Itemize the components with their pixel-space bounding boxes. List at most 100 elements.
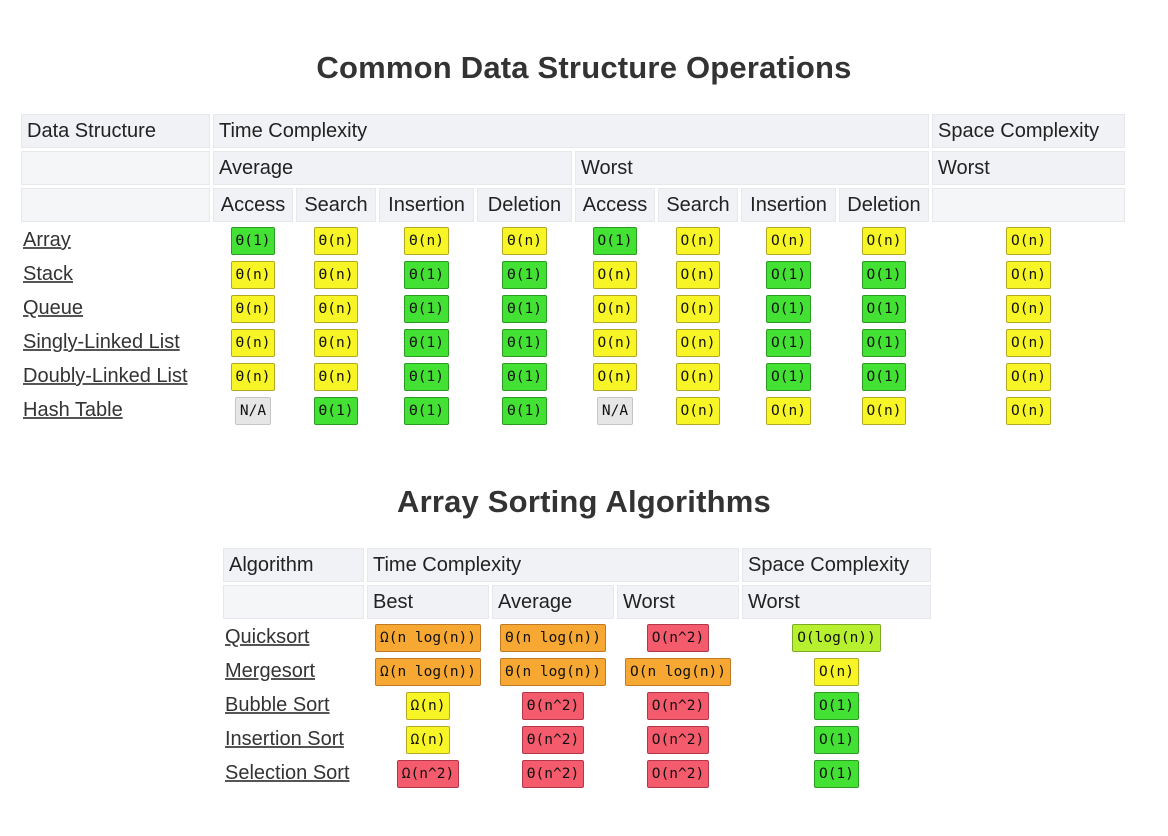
link-bubble-sort[interactable]: Bubble Sort (225, 694, 330, 716)
complexity-badge: O(1) (861, 260, 907, 289)
complexity-badge: O(1) (766, 328, 811, 357)
insertion-cell: O(n) (741, 225, 836, 256)
link-quicksort[interactable]: Quicksort (225, 626, 310, 648)
complexity-badge: O(n) (1006, 396, 1051, 425)
average-cell: Θ(n log(n)) (492, 656, 614, 687)
column-header-deletion: Deletion (477, 188, 572, 222)
insertion-cell: Θ(1) (379, 361, 474, 392)
column-header-insertion: Insertion (379, 188, 474, 222)
space-cell: O(n) (932, 259, 1125, 290)
header-data-structure: Data Structure (21, 114, 210, 148)
link-array[interactable]: Array (23, 229, 71, 251)
header-time-complexity: Time Complexity (367, 548, 739, 582)
table-row: Hash Table N/A Θ(1) Θ(1) Θ(1) N/A O(n) O(n) O(n)… (21, 395, 1125, 426)
link-selection-sort[interactable]: Selection Sort (225, 762, 350, 784)
complexity-badge: O(n) (675, 362, 721, 391)
link-mergesort[interactable]: Mergesort (225, 660, 316, 682)
link-queue[interactable]: Queue (23, 297, 84, 319)
complexity-badge: Θ(n) (313, 226, 359, 255)
complexity-badge: Θ(n^2) (521, 725, 585, 754)
insertion-cell: O(n) (741, 395, 836, 426)
deletion-cell: O(n) (839, 225, 929, 256)
complexity-badge: Θ(n) (313, 294, 359, 323)
search-cell: Θ(1) (296, 395, 376, 426)
column-header-access: Access (213, 188, 293, 222)
column-header-deletion: Deletion (839, 188, 929, 222)
ops-header-row-1: Data Structure Time Complexity Space Com… (21, 114, 1125, 148)
complexity-badge: Θ(n) (230, 362, 276, 391)
deletion-cell: Θ(1) (477, 327, 572, 358)
table-row: Mergesort Ω(n log(n)) Θ(n log(n)) O(n log(n… (223, 656, 931, 687)
complexity-badge: Θ(1) (502, 294, 547, 323)
header-space-complexity: Space Complexity (932, 114, 1125, 148)
best-cell: Ω(n^2) (367, 758, 489, 789)
space-cell: O(n) (932, 293, 1125, 324)
link-singly-linked-list[interactable]: Singly-Linked List (23, 331, 180, 353)
complexity-badge: O(n) (675, 396, 721, 425)
complexity-badge: O(n^2) (646, 759, 710, 788)
complexity-badge: O(1) (861, 328, 907, 357)
search-cell: O(n) (658, 293, 738, 324)
complexity-badge: O(n) (766, 226, 811, 255)
row-name-cell: Array (21, 225, 210, 256)
link-doubly-linked-list[interactable]: Doubly-Linked List (23, 365, 188, 387)
link-stack[interactable]: Stack (23, 263, 74, 285)
space-cell: O(n) (932, 361, 1125, 392)
insertion-cell: O(1) (741, 293, 836, 324)
insertion-cell: O(1) (741, 361, 836, 392)
worst-cell: O(n^2) (617, 622, 739, 653)
table-row: Quicksort Ω(n log(n)) Θ(n log(n)) O(n^2) O(l… (223, 622, 931, 653)
complexity-badge: O(n) (675, 226, 721, 255)
space-cell: O(log(n)) (742, 622, 931, 653)
deletion-cell: Θ(1) (477, 293, 572, 324)
access-cell: N/A (575, 395, 655, 426)
column-header-average: Average (492, 585, 614, 619)
complexity-badge: Θ(1) (404, 362, 449, 391)
complexity-badge: O(n) (1006, 294, 1051, 323)
complexity-badge: O(n) (592, 260, 638, 289)
complexity-badge: O(1) (766, 294, 811, 323)
complexity-badge: Θ(1) (313, 396, 359, 425)
header-empty-cell (932, 188, 1125, 222)
complexity-badge: Θ(1) (230, 226, 276, 255)
table-row: Stack Θ(n) Θ(n) Θ(1) Θ(1) O(n) O(n) O(1) O(1) O(n… (21, 259, 1125, 290)
complexity-badge: Θ(n) (230, 328, 276, 357)
column-header-search: Search (296, 188, 376, 222)
insertion-cell: Θ(1) (379, 327, 474, 358)
link-insertion-sort[interactable]: Insertion Sort (225, 728, 344, 750)
complexity-badge: O(n) (675, 294, 721, 323)
complexity-badge: O(1) (861, 362, 907, 391)
link-hash-table[interactable]: Hash Table (23, 399, 123, 421)
deletion-cell: Θ(1) (477, 259, 572, 290)
complexity-badge: O(n) (592, 328, 638, 357)
complexity-badge: Θ(n) (230, 260, 276, 289)
best-cell: Ω(n) (367, 690, 489, 721)
sort-header-row-2: Best Average Worst Worst (223, 585, 931, 619)
row-name-cell: Bubble Sort (223, 690, 364, 721)
complexity-badge: N/A (234, 396, 272, 425)
complexity-badge: O(1) (766, 362, 811, 391)
complexity-badge: O(n) (1006, 226, 1051, 255)
complexity-badge: Θ(n log(n)) (499, 657, 607, 686)
complexity-badge: Ω(n) (405, 691, 451, 720)
insertion-cell: O(1) (741, 327, 836, 358)
complexity-badge: N/A (596, 396, 634, 425)
row-name-cell: Queue (21, 293, 210, 324)
search-cell: Θ(n) (296, 293, 376, 324)
row-name-cell: Stack (21, 259, 210, 290)
row-name-cell: Doubly-Linked List (21, 361, 210, 392)
complexity-badge: O(n log(n)) (624, 657, 732, 686)
deletion-cell: O(1) (839, 293, 929, 324)
worst-cell: O(n^2) (617, 690, 739, 721)
complexity-badge: O(1) (814, 725, 859, 754)
search-cell: O(n) (658, 327, 738, 358)
access-cell: O(n) (575, 259, 655, 290)
best-cell: Ω(n log(n)) (367, 656, 489, 687)
table-row: Array Θ(1) Θ(n) Θ(n) Θ(n) O(1) O(n) O(n) O(n) O(n… (21, 225, 1125, 256)
header-space-worst: Worst (932, 151, 1125, 185)
complexity-badge: O(1) (766, 260, 811, 289)
complexity-badge: O(1) (814, 691, 859, 720)
deletion-cell: Θ(n) (477, 225, 572, 256)
search-cell: O(n) (658, 361, 738, 392)
access-cell: O(n) (575, 293, 655, 324)
